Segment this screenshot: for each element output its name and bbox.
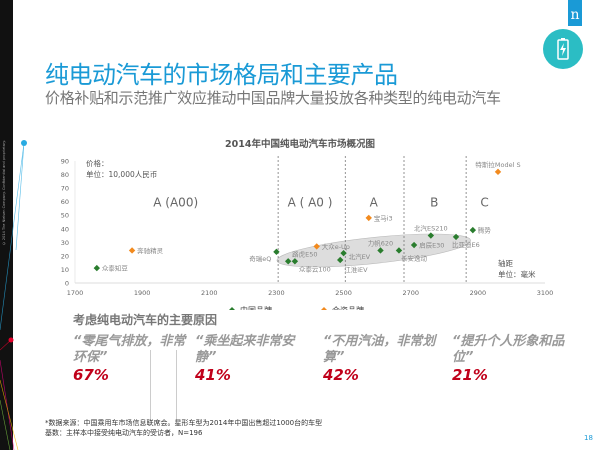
reason-pct: 41% (195, 366, 231, 384)
decorative-lines (0, 140, 27, 450)
reason-text: “乘坐起来非常安静” (195, 334, 295, 365)
page-subtitle: 价格补贴和示范推广效应推动中国品牌大量投放各种类型的纯电动汽车 (45, 89, 501, 107)
segment-label: C (480, 196, 488, 210)
x-axis-label: 轴距 (498, 258, 513, 268)
point-label: 长安逸动 (401, 253, 428, 262)
x-tick-label: 2900 (470, 289, 487, 297)
reason-text: “不用汽油，非常划算” (323, 334, 436, 365)
y-tick-label: 10 (61, 266, 69, 274)
point-label: 众泰云100 (299, 264, 331, 273)
x-tick-label: 1700 (67, 289, 84, 297)
y-tick-label: 30 (61, 239, 69, 247)
y-tick-label: 80 (61, 171, 69, 179)
y-axis-label: 单位：10,000人民币 (86, 169, 157, 179)
y-tick-label: 60 (61, 198, 69, 206)
data-point (494, 168, 502, 176)
x-tick-label: 2500 (335, 289, 352, 297)
y-tick-label: 0 (65, 280, 69, 288)
reasons-title: 考虑纯电动汽车的主要原因 (73, 313, 218, 327)
reason-text: “提升个人形象和品位” (452, 334, 565, 365)
divider (150, 350, 151, 422)
legend-marker (229, 307, 235, 310)
x-tick-label: 2300 (268, 289, 285, 297)
point-label: 特斯拉Model S (475, 160, 520, 169)
point-label: 江淮iEV (344, 265, 368, 274)
footnote-source: *数据来源：中国乘用车市场信息联席会。星形车型为2014年中国出售超过1000台… (45, 419, 323, 427)
segment-label: A (370, 196, 379, 210)
reason-4: “提升个人形象和品位” 21% (452, 334, 567, 383)
data-point (340, 249, 347, 257)
reason-pct: 42% (323, 366, 359, 384)
point-label: 比亚迪E6 (452, 240, 480, 249)
data-point (469, 226, 477, 234)
reason-1: “零尾气排放，非常环保” 67% (73, 334, 193, 383)
footnote-base: 基数：主样本中接受纯电动汽车的受访者，N=196 (45, 429, 203, 437)
y-tick-label: 50 (61, 212, 69, 220)
point-label: 众泰知豆 (102, 264, 129, 273)
point-label: 北汽EV (349, 252, 371, 261)
data-point (284, 258, 292, 265)
x-tick-label: 1900 (134, 289, 151, 297)
legend-label: 合资品牌 (332, 305, 364, 310)
x-tick-label: 2100 (201, 289, 218, 297)
point-label: 奔驰精灵 (137, 246, 164, 255)
reason-pct: 67% (73, 366, 109, 384)
point-label: 北汽ES210 (414, 224, 448, 233)
footnote: *数据来源：中国乘用车市场信息联席会。星形车型为2014年中国出售超过1000台… (45, 418, 322, 438)
legend-label: 中国品牌 (240, 305, 272, 310)
data-point (452, 233, 460, 241)
data-point (427, 232, 435, 239)
reason-3: “不用汽油，非常划算” 42% (323, 334, 438, 383)
page-title: 纯电动汽车的市场格局和主要产品 (45, 61, 398, 89)
point-label: 大众e-Up (322, 242, 350, 251)
x-tick-label: 3100 (537, 289, 554, 297)
point-label: 力帆620 (368, 238, 393, 247)
segment-label: A ( A0 ) (288, 196, 333, 210)
y-tick-label: 20 (61, 252, 69, 260)
legend-marker (321, 307, 327, 310)
y-axis-label: 价格： (86, 158, 109, 168)
data-point (377, 247, 384, 254)
data-point (128, 247, 136, 254)
reason-2: “乘坐起来非常安静” 41% (195, 334, 315, 383)
data-point (291, 258, 299, 265)
point-label: 路虎E50 (292, 249, 317, 258)
data-point (273, 248, 280, 256)
data-point (365, 214, 372, 222)
point-label: 宝马i3 (374, 213, 393, 222)
page-number: 18 (584, 434, 593, 442)
y-tick-label: 70 (61, 185, 69, 193)
data-point (410, 241, 418, 249)
side-strip: © 2014 The Nielsen Company. Confidential… (0, 0, 13, 450)
x-axis-label: 单位：毫米 (498, 269, 536, 279)
segment-label: B (430, 196, 438, 210)
reason-pct: 21% (452, 366, 488, 384)
nielsen-logo: n (568, 0, 582, 26)
battery-charging-icon (543, 29, 583, 69)
y-tick-label: 90 (61, 158, 69, 166)
chart-title: 2014年中国纯电动汽车市场概况图 (225, 138, 375, 150)
y-tick-label: 40 (61, 225, 69, 233)
scatter-chart: 2014年中国纯电动汽车市场概况图 1700 1900 2100 2300 2500 270… (61, 138, 554, 310)
data-point (313, 243, 320, 250)
data-point (395, 247, 403, 254)
point-label: 启辰E30 (419, 241, 444, 250)
point-label: 奇瑞eQ (249, 254, 271, 263)
cluster-ellipse (276, 233, 471, 268)
x-tick-label: 2700 (402, 289, 419, 297)
point-label: 腾势 (478, 226, 492, 235)
reason-text: “零尾气排放，非常环保” (73, 334, 186, 365)
data-point (337, 256, 344, 264)
segment-label: A (A00) (153, 196, 198, 210)
data-point (93, 264, 101, 272)
divider (176, 350, 177, 422)
